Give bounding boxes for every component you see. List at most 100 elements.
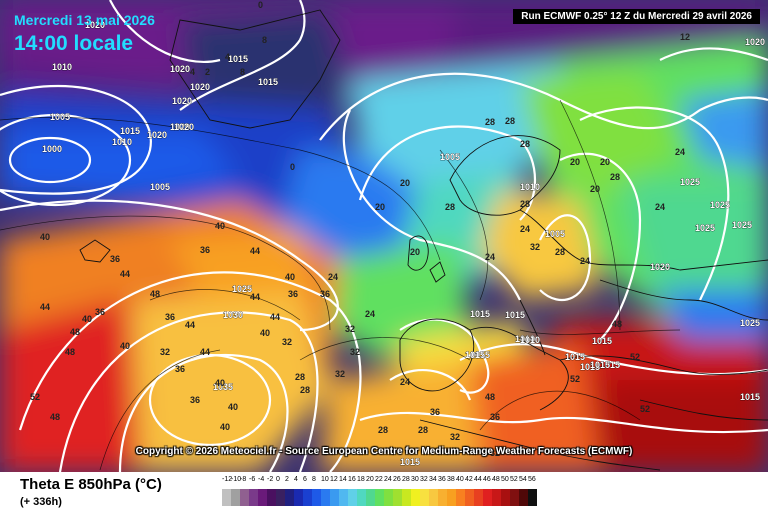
theta-contour-label: 48 <box>150 289 160 299</box>
scale-swatch <box>231 489 240 506</box>
theta-contour-label: 48 <box>70 327 80 337</box>
theta-contour-label: 20 <box>375 202 385 212</box>
scale-swatch <box>384 489 393 506</box>
theta-contour-label: 4 <box>190 67 195 77</box>
theta-contour-label: 28 <box>295 372 305 382</box>
theta-contour-label: 28 <box>610 172 620 182</box>
scale-label: 38 <box>447 476 455 483</box>
scale-swatch <box>330 489 339 506</box>
forecast-date: Mercredi 13 mai 2026 <box>14 12 155 28</box>
scale-step: 36 <box>438 476 447 506</box>
scale-step: 40 <box>456 476 465 506</box>
lead-time: (+ 336h) <box>20 496 62 508</box>
scale-swatch <box>492 489 501 506</box>
scale-step: 10 <box>321 476 330 506</box>
scale-label: 46 <box>483 476 491 483</box>
isobar-label: 1010 <box>52 62 72 72</box>
isobar-label: 1025 <box>732 220 752 230</box>
theta-contour-label: 36 <box>288 289 298 299</box>
isobar-label: 1035 <box>213 382 233 392</box>
scale-swatch <box>276 489 285 506</box>
scale-label: 6 <box>303 476 307 483</box>
scale-step: 14 <box>339 476 348 506</box>
theta-contour-label: 24 <box>400 377 410 387</box>
scale-step: -12 <box>222 476 232 506</box>
isobar-label: 1020 <box>745 37 765 47</box>
theta-contour-label: 40 <box>260 328 270 338</box>
scale-label: -6 <box>249 476 256 483</box>
isobar-label: 1025 <box>710 200 730 210</box>
temperature-shading <box>0 0 768 472</box>
theta-contour-label: 52 <box>640 404 650 414</box>
scale-label: 24 <box>384 476 392 483</box>
scale-label: 18 <box>357 476 365 483</box>
theta-contour-label: 32 <box>335 369 345 379</box>
coastlines <box>79 9 768 471</box>
theta-contour-label: 36 <box>430 407 440 417</box>
scale-step: 28 <box>402 476 411 506</box>
scale-swatch <box>267 489 276 506</box>
isobar-label: 1015 <box>505 310 525 320</box>
scale-swatch <box>222 489 231 506</box>
theta-contour-label: 40 <box>120 341 130 351</box>
scale-swatch <box>456 489 465 506</box>
scale-swatch <box>483 489 492 506</box>
theta-contour-label: 32 <box>160 347 170 357</box>
scale-swatch <box>366 489 375 506</box>
scale-label: 42 <box>465 476 473 483</box>
theta-contour-label: 36 <box>110 254 120 264</box>
scale-step: 0 <box>276 476 285 506</box>
theta-contour-label: 24 <box>520 224 530 234</box>
scale-label: 4 <box>294 476 298 483</box>
scale-label: 2 <box>285 476 289 483</box>
theta-contour-label: 20 <box>590 184 600 194</box>
scale-step: 20 <box>366 476 375 506</box>
theta-contour-label: 36 <box>165 312 175 322</box>
scale-step: 2 <box>285 476 294 506</box>
theta-contour-label: 36 <box>175 364 185 374</box>
theta-contour-label: 52 <box>630 352 640 362</box>
scale-step: 42 <box>465 476 474 506</box>
scale-step: 54 <box>519 476 528 506</box>
theta-contour-label: 8 <box>240 67 245 77</box>
scale-swatch <box>429 489 438 506</box>
copyright-notice: Copyright © 2026 Meteociel.fr - Source E… <box>135 446 633 457</box>
theta-contour-label: 28 <box>485 117 495 127</box>
theta-contour-label: 36 <box>320 289 330 299</box>
theta-contours <box>0 99 681 471</box>
theta-contour-label: 0 <box>290 162 295 172</box>
weather-map: 1020 1015 1020 1020 1015 1020 1020 1010 1005 1000… <box>0 0 768 472</box>
theta-contour-label: 36 <box>190 395 200 405</box>
scale-step: 8 <box>312 476 321 506</box>
scale-swatch <box>348 489 357 506</box>
scale-swatch <box>294 489 303 506</box>
scale-label: 50 <box>501 476 509 483</box>
scale-label: 10 <box>321 476 329 483</box>
theta-contour-label: 28 <box>555 247 565 257</box>
isobar-label: 1015 <box>465 350 485 360</box>
isobar-label: 1025 <box>695 223 715 233</box>
isobar-label: 1015 <box>400 457 420 467</box>
theta-contour-label: 40 <box>215 221 225 231</box>
scale-label: -8 <box>240 476 247 483</box>
scale-label: 8 <box>312 476 316 483</box>
scale-label: 16 <box>348 476 356 483</box>
theta-contour-label: 28 <box>520 139 530 149</box>
scale-step: 4 <box>294 476 303 506</box>
isobar-label: 1025 <box>740 318 760 328</box>
scale-swatch <box>501 489 510 506</box>
scale-label: 30 <box>411 476 419 483</box>
theta-contour-label: 24 <box>365 309 375 319</box>
isobar-label: 1020 <box>650 262 670 272</box>
theta-contour-label: 40 <box>40 232 50 242</box>
scale-swatch <box>240 489 249 506</box>
isobar-label: 1025 <box>680 177 700 187</box>
scale-label: -12 <box>222 476 233 483</box>
theta-contour-label: 20 <box>600 157 610 167</box>
isobar-label: 1020 <box>190 82 210 92</box>
theta-contour-label: 32 <box>530 242 540 252</box>
color-scale: -12 -10 -8 -6 -4 -2 0 2 4 6 8 10 12 14 16 18 20 22 24 26 28 3… <box>222 476 537 506</box>
theta-contour-label: 44 <box>270 312 280 322</box>
